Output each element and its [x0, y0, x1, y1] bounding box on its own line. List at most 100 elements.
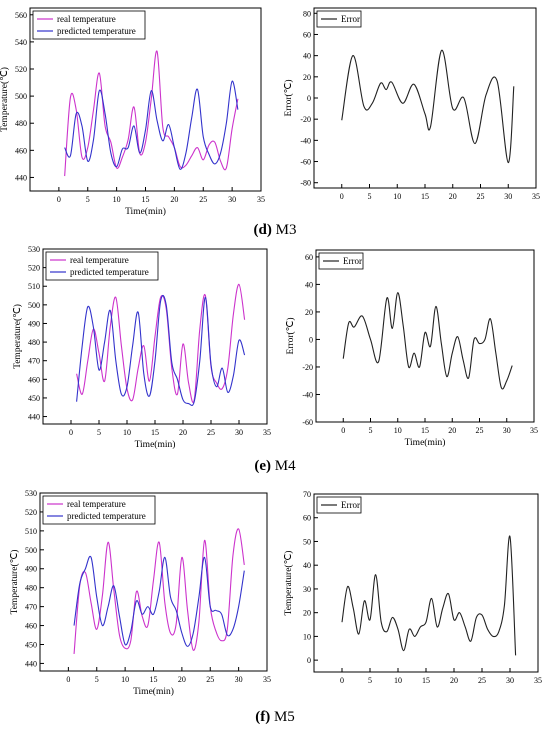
chart-f-temp: 0 5 10 15 20 25 30 3544045046047048049050051052…: [9, 489, 271, 697]
legend-label: predicted temperature: [67, 511, 146, 521]
x-tick-label: 10: [113, 195, 121, 204]
x-tick-label: 0: [57, 195, 61, 204]
series-line-1: [342, 292, 513, 390]
x-tick-label: 35: [263, 428, 271, 437]
x-tick-label: 15: [421, 192, 429, 201]
legend-label: Error: [341, 14, 360, 24]
y-tick-label: -60: [302, 418, 313, 427]
x-tick-label: 30: [235, 675, 243, 684]
x-tick-label: 30: [504, 192, 512, 201]
chart-e-temp: 0 5 10 15 20 25 30 3544045046047048049050051052…: [12, 245, 271, 450]
y-tick-label: 20: [303, 73, 311, 82]
plot-frame: [315, 249, 535, 423]
panel-model-name: M5: [270, 709, 295, 725]
chart-e-err: 0 5 10 15 20 25 30 35 -60 -40 -20 0 20 40 60 Time(min) E…: [285, 249, 538, 448]
series-line-2: [73, 555, 245, 647]
legend-label: Error: [343, 256, 362, 266]
y-tick-label: -80: [300, 179, 311, 188]
y-tick-label: -20: [302, 363, 313, 372]
x-tick-label: 20: [179, 428, 187, 437]
y-tick-label: 440: [15, 173, 27, 182]
x-tick-label: 5: [369, 426, 373, 435]
y-tick-label: 60: [303, 514, 311, 523]
legend-box: [316, 10, 362, 28]
x-tick-label: 35: [532, 192, 540, 201]
x-tick-label: 25: [478, 676, 486, 685]
x-tick-label: 15: [151, 428, 159, 437]
y-tick-label: 460: [15, 146, 27, 155]
x-tick-label: 30: [506, 676, 514, 685]
series-line-1: [73, 528, 245, 655]
x-tick-label: 25: [199, 195, 207, 204]
y-tick-label: 0: [307, 94, 311, 103]
panel-model-name: M4: [271, 458, 296, 474]
x-tick-label: 20: [170, 195, 178, 204]
y-axis-label: Temperature(℃): [9, 550, 20, 615]
y-tick-label: 500: [28, 301, 40, 310]
y-axis-label: Temperature(℃): [0, 67, 10, 132]
y-tick-label: 80: [303, 9, 311, 18]
y-tick-label: 480: [25, 584, 37, 593]
y-tick-label: 500: [25, 546, 37, 555]
x-tick-label: 15: [422, 676, 430, 685]
panel-caption: (e) M4: [254, 458, 296, 474]
y-tick-label: -40: [302, 390, 313, 399]
x-tick-label: 10: [121, 675, 129, 684]
legend-box: [42, 495, 156, 525]
series-line-1: [341, 49, 515, 164]
plot-frame: [313, 7, 537, 189]
x-axis-label: Time(min): [125, 206, 166, 217]
y-tick-label: 450: [28, 394, 40, 403]
legend-label: real temperature: [70, 255, 129, 265]
x-tick-label: 10: [393, 192, 401, 201]
x-tick-label: 5: [97, 428, 101, 437]
x-tick-label: 15: [150, 675, 158, 684]
y-axis-label: Temperature(℃): [283, 551, 294, 616]
x-tick-label: 15: [142, 195, 150, 204]
x-tick-label: 35: [530, 426, 538, 435]
x-tick-label: 20: [449, 192, 457, 201]
plot-frame: [313, 493, 539, 673]
y-tick-label: 40: [303, 561, 311, 570]
series-line-2: [76, 294, 246, 407]
x-tick-label: 20: [178, 675, 186, 684]
y-tick-label: 460: [25, 622, 37, 631]
chart-d-err: 0 5 10 15 20 25 30 35 -80 -60 -40 -20 0 20 40 60 80 Error…: [283, 7, 540, 201]
x-tick-label: 20: [448, 426, 456, 435]
x-tick-label: 5: [368, 676, 372, 685]
y-tick-label: 490: [28, 319, 40, 328]
y-tick-label: 450: [25, 640, 37, 649]
series-line-1: [341, 535, 517, 656]
legend-label: Error: [341, 500, 360, 510]
y-tick-label: 10: [303, 632, 311, 641]
y-tick-label: 40: [303, 52, 311, 61]
x-tick-label: 25: [207, 428, 215, 437]
legend-box: [318, 252, 364, 270]
legend-label: predicted temperature: [57, 26, 136, 36]
x-tick-label: 0: [69, 428, 73, 437]
y-tick-label: 0: [307, 656, 311, 665]
panel-letter: (f): [255, 709, 270, 725]
x-tick-label: 0: [340, 192, 344, 201]
legend-label: real temperature: [57, 14, 116, 24]
y-tick-label: 560: [15, 11, 27, 20]
x-tick-label: 5: [86, 195, 90, 204]
x-axis-label: Time(min): [133, 686, 174, 697]
y-tick-label: 60: [303, 30, 311, 39]
x-tick-label: 10: [123, 428, 131, 437]
x-tick-label: 25: [206, 675, 214, 684]
y-tick-label: 70: [303, 490, 311, 499]
x-tick-label: 5: [95, 675, 99, 684]
x-tick-label: 30: [235, 428, 243, 437]
y-tick-label: 440: [28, 413, 40, 422]
series-line-1: [64, 50, 239, 177]
y-tick-label: 470: [28, 357, 40, 366]
x-axis-label: Time(min): [405, 437, 446, 448]
legend-box: [45, 251, 159, 281]
x-tick-label: 35: [257, 195, 265, 204]
y-tick-label: 530: [28, 245, 40, 254]
x-tick-label: 5: [368, 192, 372, 201]
x-tick-label: 0: [341, 426, 345, 435]
x-tick-label: 35: [263, 675, 271, 684]
x-tick-label: 20: [450, 676, 458, 685]
